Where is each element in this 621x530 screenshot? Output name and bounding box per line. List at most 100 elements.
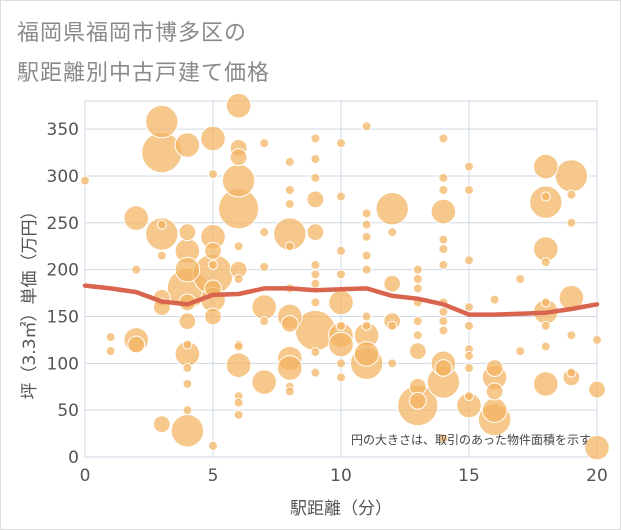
data-bubble	[464, 391, 474, 402]
data-bubble	[566, 217, 577, 228]
data-bubble	[178, 223, 197, 242]
data-bubble	[221, 163, 256, 198]
x-tick-label: 15	[458, 466, 480, 486]
data-bubble	[383, 274, 402, 293]
data-bubble	[408, 342, 427, 361]
data-bubble	[438, 244, 449, 255]
data-bubble	[438, 234, 449, 245]
data-bubble	[438, 172, 449, 183]
x-tick-label: 10	[330, 466, 352, 486]
data-bubble	[540, 320, 551, 331]
data-bubble	[170, 414, 205, 448]
y-tick-layer: 0 50 100 150 200 250 300 350	[47, 120, 79, 468]
data-bubble	[412, 330, 423, 341]
data-bubble	[280, 315, 299, 333]
data-bubble	[387, 320, 398, 331]
data-bubble	[310, 172, 321, 183]
data-bubble	[464, 185, 474, 195]
data-bubble	[515, 274, 526, 284]
data-bubble	[225, 92, 252, 119]
data-bubble	[182, 378, 193, 389]
data-bubble	[336, 191, 346, 202]
y-axis-title: 坪（3.3㎡）単価（万円）	[20, 202, 40, 399]
data-bubble	[438, 185, 449, 195]
data-bubble	[310, 278, 321, 289]
data-bubble	[412, 264, 423, 275]
data-bubble	[156, 219, 167, 230]
data-bubble	[105, 332, 116, 343]
data-bubble	[208, 440, 218, 451]
data-bubble	[233, 341, 244, 352]
data-bubble	[233, 397, 244, 408]
data-bubble	[233, 274, 244, 284]
data-bubble	[361, 264, 372, 275]
data-bubble	[438, 259, 449, 270]
data-bubble	[178, 312, 197, 331]
data-bubble	[310, 259, 321, 270]
data-bubble	[306, 223, 325, 242]
data-bubble	[566, 189, 577, 200]
data-bubble	[259, 316, 270, 327]
data-bubble	[336, 245, 346, 256]
chart-title-line-1: 福岡県福岡市博多区の	[17, 21, 248, 46]
data-bubble	[233, 241, 244, 252]
data-bubble	[361, 219, 372, 230]
data-bubble	[515, 346, 526, 357]
data-bubble	[182, 405, 193, 416]
data-bubble	[123, 205, 149, 231]
data-bubble	[438, 306, 449, 317]
data-bubble	[259, 227, 270, 238]
data-bubble	[566, 367, 577, 378]
data-bubble	[310, 347, 321, 358]
data-bubble	[533, 153, 559, 180]
data-bubble	[361, 208, 372, 219]
data-bubble	[233, 409, 244, 420]
data-bubble	[361, 231, 372, 242]
data-bubble	[485, 359, 504, 377]
data-bubble	[540, 297, 551, 308]
data-bubble	[310, 297, 321, 308]
y-tick-label: 150	[47, 307, 79, 327]
data-bubble	[284, 199, 295, 210]
y-tick-label: 200	[47, 261, 79, 281]
data-bubble	[251, 294, 278, 320]
data-bubble	[554, 159, 589, 193]
data-bubble	[152, 415, 171, 434]
data-bubble	[336, 358, 346, 369]
data-bubble	[529, 185, 563, 219]
data-bubble	[251, 369, 278, 395]
data-bubble	[336, 138, 346, 149]
data-bubble	[464, 320, 474, 331]
data-bubble	[310, 133, 321, 144]
data-bubble	[259, 138, 270, 149]
data-bubble	[208, 169, 218, 180]
data-bubble	[174, 132, 201, 158]
data-bubble	[540, 257, 551, 268]
data-bubble	[174, 256, 201, 283]
data-bubble	[284, 386, 295, 397]
data-bubble	[540, 191, 551, 202]
data-bubble	[182, 363, 193, 373]
x-tick-label: 0	[80, 466, 91, 486]
x-tick-label: 5	[208, 466, 219, 486]
data-bubble	[438, 325, 449, 336]
data-bubble	[412, 274, 423, 284]
data-bubble	[387, 358, 398, 369]
y-tick-label: 300	[47, 167, 79, 187]
data-bubble	[284, 156, 295, 167]
data-bubble	[408, 391, 427, 410]
x-tick-label: 20	[586, 466, 608, 486]
data-bubble	[336, 269, 346, 280]
data-bubble	[145, 104, 179, 139]
trend-line	[82, 283, 600, 317]
data-bubble	[361, 320, 372, 331]
data-bubble	[310, 269, 321, 280]
y-tick-label: 350	[47, 120, 79, 140]
data-bubble	[229, 148, 248, 167]
data-bubble	[127, 335, 146, 354]
data-bubble	[225, 352, 252, 378]
data-bubble	[592, 334, 602, 345]
data-bubble	[464, 161, 474, 172]
